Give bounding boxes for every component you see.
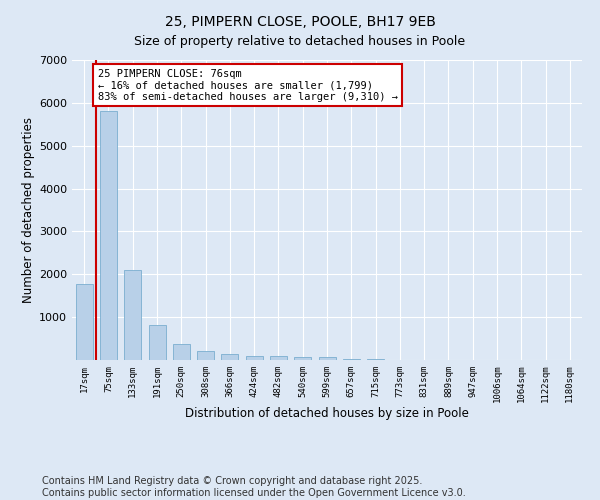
- Bar: [294, 357, 311, 360]
- X-axis label: Distribution of detached houses by size in Poole: Distribution of detached houses by size …: [185, 406, 469, 420]
- Bar: [367, 359, 384, 360]
- Bar: [343, 358, 360, 360]
- Text: Contains HM Land Registry data © Crown copyright and database right 2025.
Contai: Contains HM Land Registry data © Crown c…: [42, 476, 466, 498]
- Bar: [124, 270, 141, 360]
- Bar: [173, 344, 190, 360]
- Text: 25, PIMPERN CLOSE, POOLE, BH17 9EB: 25, PIMPERN CLOSE, POOLE, BH17 9EB: [164, 15, 436, 29]
- Bar: [197, 351, 214, 360]
- Text: Size of property relative to detached houses in Poole: Size of property relative to detached ho…: [134, 35, 466, 48]
- Text: 25 PIMPERN CLOSE: 76sqm
← 16% of detached houses are smaller (1,799)
83% of semi: 25 PIMPERN CLOSE: 76sqm ← 16% of detache…: [97, 68, 398, 102]
- Bar: [76, 284, 92, 360]
- Bar: [319, 358, 335, 360]
- Bar: [100, 110, 117, 360]
- Bar: [149, 325, 166, 360]
- Bar: [245, 356, 263, 360]
- Bar: [270, 356, 287, 360]
- Y-axis label: Number of detached properties: Number of detached properties: [22, 117, 35, 303]
- Bar: [221, 354, 238, 360]
